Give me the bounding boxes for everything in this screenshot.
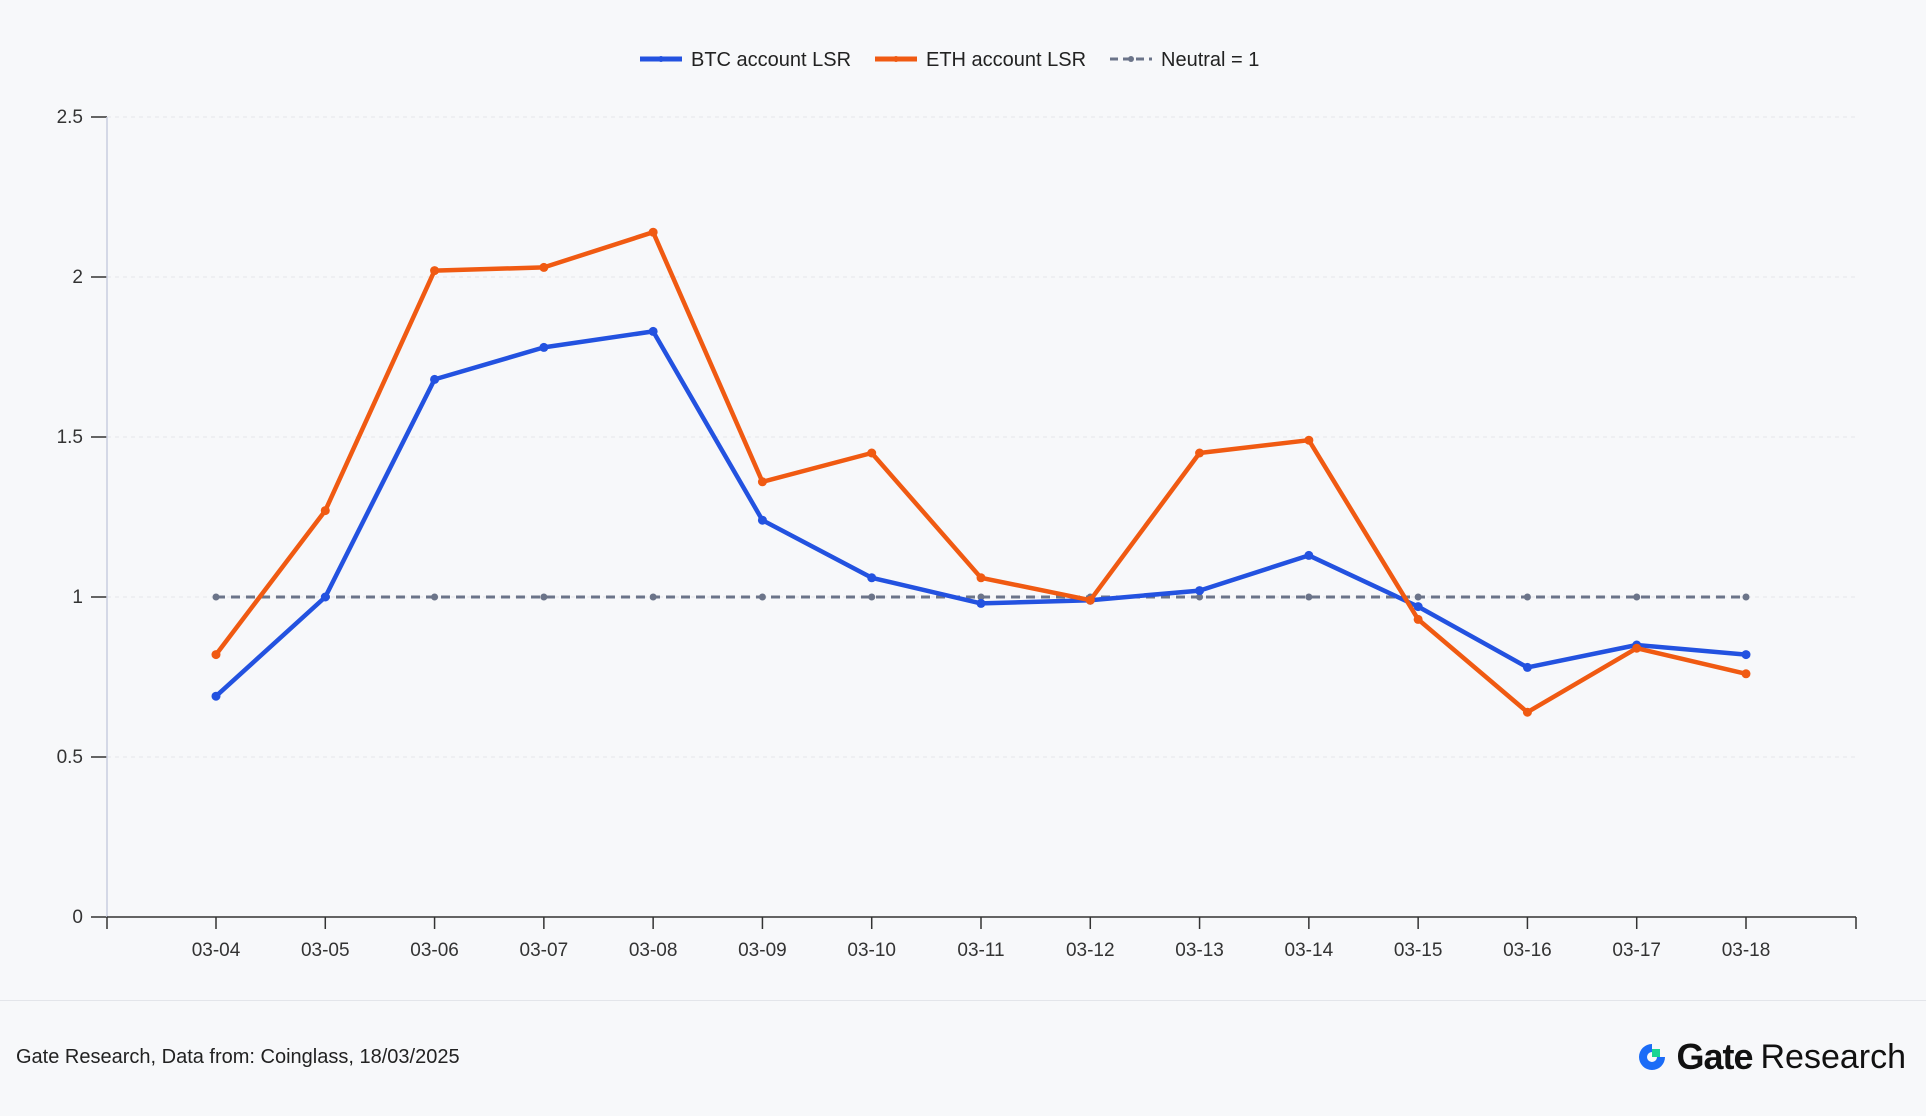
x-tick-label: 03-16: [1503, 940, 1552, 961]
gate-logo-icon: [1639, 1044, 1666, 1070]
data-point: [430, 266, 440, 276]
data-point: [1195, 586, 1205, 596]
line-chart: 0 0.5 1 1.5 2 2.5 03-04 03-05 03-06 03-07 03-08 03-…: [57, 49, 1857, 961]
x-tick-label: 03-04: [192, 940, 241, 961]
data-point: [757, 515, 767, 525]
x-tick-label: 03-12: [1066, 940, 1115, 961]
data-point: [431, 593, 439, 601]
data-point: [539, 262, 549, 272]
data-point: [1085, 595, 1095, 605]
data-point: [1741, 650, 1751, 660]
data-point: [1633, 593, 1641, 601]
data-point: [1195, 448, 1205, 458]
logo-gate-text: Gate: [1676, 1036, 1753, 1077]
x-tick-label: 03-07: [520, 940, 569, 961]
footer-divider: [0, 1000, 1926, 1001]
legend-marker: [1128, 56, 1134, 62]
data-point: [1742, 593, 1750, 601]
x-tick-label: 03-18: [1722, 940, 1771, 961]
data-point: [211, 650, 221, 660]
data-point: [1522, 662, 1532, 672]
data-point: [1413, 614, 1423, 624]
legend-label: Neutral = 1: [1161, 49, 1259, 71]
data-point: [648, 227, 658, 237]
data-point: [1304, 550, 1314, 560]
data-point: [1632, 643, 1642, 653]
data-point: [1305, 593, 1313, 601]
data-point: [540, 593, 548, 601]
x-tick-label: 03-17: [1612, 940, 1661, 961]
x-tick-label: 03-05: [301, 940, 350, 961]
data-point: [649, 593, 657, 601]
legend-label: ETH account LSR: [926, 49, 1086, 71]
data-point: [976, 573, 986, 583]
data-point: [1196, 593, 1204, 601]
data-point: [1414, 593, 1422, 601]
x-tick-label: 03-09: [738, 940, 787, 961]
y-tick-label: 1: [72, 587, 83, 608]
y-tick-label: 2.5: [57, 107, 83, 128]
logo-research-text: Research: [1760, 1037, 1906, 1076]
legend-marker: [658, 56, 664, 62]
series-line-0: [214, 329, 1747, 698]
data-point: [648, 326, 658, 336]
y-tick-label: 0.5: [57, 747, 83, 768]
x-tick-label: 03-06: [410, 940, 459, 961]
data-point: [976, 598, 986, 608]
y-tick-label: 1.5: [57, 427, 83, 448]
data-point: [977, 593, 985, 601]
data-point: [868, 593, 876, 601]
legend-item-2: Neutral = 1: [1110, 49, 1259, 71]
x-tick-label: 03-15: [1394, 940, 1443, 961]
x-tick-label: 03-14: [1285, 940, 1334, 961]
data-point: [1413, 602, 1423, 612]
x-tick-label: 03-10: [847, 940, 896, 961]
data-point: [867, 448, 877, 458]
data-point: [1523, 593, 1531, 601]
x-tick-label: 03-11: [957, 940, 1004, 961]
legend-label: BTC account LSR: [691, 49, 851, 71]
data-point: [430, 374, 440, 384]
y-tick-label: 0: [72, 907, 83, 928]
x-tick-label: 03-08: [629, 940, 678, 961]
data-point: [320, 506, 330, 516]
data-point: [758, 593, 766, 601]
y-tick-label: 2: [72, 267, 83, 288]
data-point: [867, 573, 877, 583]
x-tick-label: 03-13: [1175, 940, 1224, 961]
legend-item-0: BTC account LSR: [640, 49, 851, 71]
data-point: [212, 593, 220, 601]
series-line-1: [214, 229, 1747, 715]
data-point: [1304, 435, 1314, 445]
data-point: [211, 691, 221, 701]
data-point: [539, 342, 549, 352]
data-point: [1741, 669, 1751, 679]
data-point: [1522, 707, 1532, 717]
source-note: Gate Research, Data from: Coinglass, 18/…: [16, 1046, 460, 1068]
data-point: [320, 592, 330, 602]
legend-item-1: ETH account LSR: [875, 49, 1086, 71]
legend-marker: [893, 56, 899, 62]
gate-research-logo: Gate Research: [1636, 1036, 1906, 1078]
data-point: [757, 477, 767, 487]
